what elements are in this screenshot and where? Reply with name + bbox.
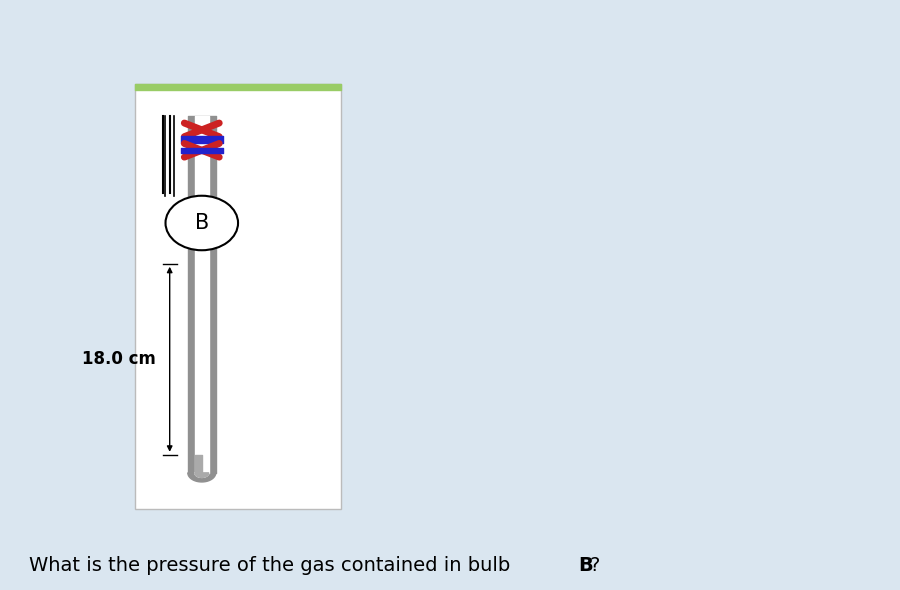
Polygon shape xyxy=(194,473,209,477)
Text: B: B xyxy=(194,213,209,233)
FancyBboxPatch shape xyxy=(135,84,340,509)
Polygon shape xyxy=(188,473,216,482)
Ellipse shape xyxy=(166,196,238,250)
Text: ?: ? xyxy=(590,556,600,575)
Text: 18.0 cm: 18.0 cm xyxy=(82,350,156,368)
Text: B: B xyxy=(579,556,593,575)
Polygon shape xyxy=(194,473,209,477)
Text: What is the pressure of the gas contained in bulb: What is the pressure of the gas containe… xyxy=(29,556,517,575)
